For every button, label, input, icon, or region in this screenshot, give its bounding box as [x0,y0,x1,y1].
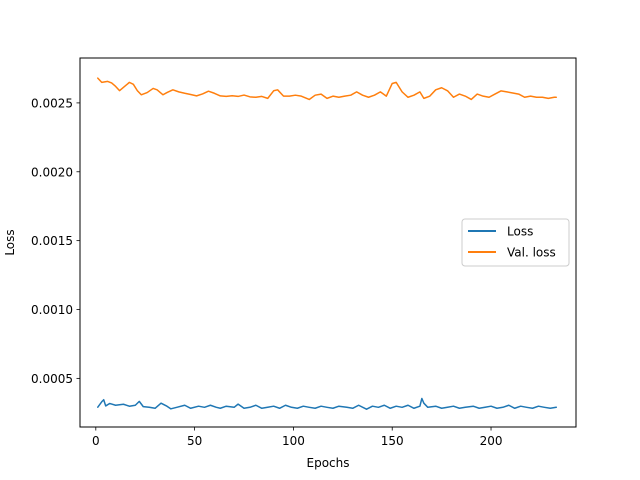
legend-label-val-loss: Val. loss [507,246,556,260]
y-tick-label: 0.0020 [31,165,73,179]
series-line-loss [97,397,557,410]
y-axis-label: Loss [3,229,17,255]
y-tick-label: 0.0015 [31,234,73,248]
x-tick-label: 100 [282,434,305,448]
series-layer [97,77,557,410]
axes-frame [79,57,577,428]
plot-area [79,57,577,428]
x-tick-label: 0 [92,434,100,448]
x-axis-label: Epochs [307,456,350,470]
x-axis: 0 50 100 150 200 [92,427,502,448]
y-axis: 0.0005 0.0010 0.0015 0.0020 0.0025 [31,96,80,386]
x-tick-label: 200 [480,434,503,448]
x-tick-label: 150 [381,434,404,448]
y-tick-label: 0.0005 [31,372,73,386]
series-line-val-loss [97,77,557,101]
legend: Loss Val. loss [461,218,570,267]
legend-label-loss: Loss [507,225,533,239]
y-tick-label: 0.0025 [31,96,73,110]
x-tick-label: 50 [187,434,202,448]
y-tick-label: 0.0010 [31,303,73,317]
